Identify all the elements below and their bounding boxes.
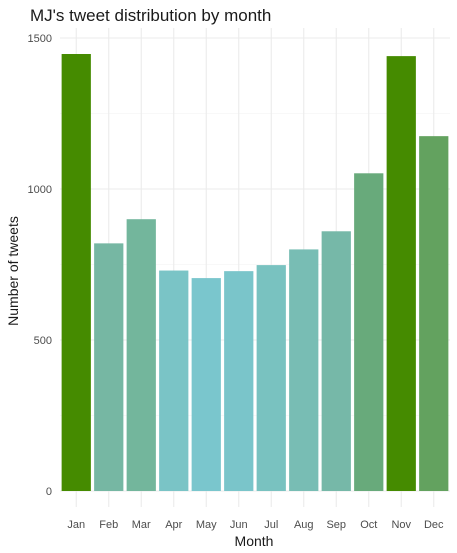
bar-feb — [94, 243, 124, 491]
y-axis-title: Number of tweets — [5, 216, 21, 326]
bar-nov — [386, 56, 416, 492]
chart-title: MJ's tweet distribution by month — [30, 6, 271, 25]
y-tick-label: 500 — [34, 335, 52, 347]
x-tick-label: Sep — [326, 519, 346, 531]
bar-apr — [159, 270, 189, 491]
x-tick-label: Aug — [294, 519, 314, 531]
bar-sep — [321, 231, 351, 491]
x-tick-label: Oct — [360, 519, 377, 531]
x-tick-label: Nov — [391, 519, 411, 531]
x-axis-title: Month — [235, 533, 274, 549]
bar-oct — [354, 173, 384, 491]
bar-may — [191, 278, 221, 491]
x-tick-label: Apr — [165, 519, 182, 531]
y-tick-label: 1500 — [28, 33, 52, 45]
x-tick-label: Dec — [424, 519, 444, 531]
x-tick-label: Jan — [67, 519, 85, 531]
bar-mar — [126, 219, 156, 491]
y-tick-label: 0 — [46, 486, 52, 498]
bar-aug — [289, 249, 319, 491]
x-tick-label: Jun — [230, 519, 248, 531]
y-tick-label: 1000 — [28, 184, 52, 196]
bar-jun — [224, 271, 254, 491]
x-tick-label: Jul — [264, 519, 278, 531]
x-tick-label: Feb — [99, 519, 118, 531]
bar-dec — [419, 136, 449, 491]
y-tick-labels: 0 500 1000 1500 — [28, 33, 52, 498]
x-tick-label: Mar — [132, 519, 151, 531]
x-tick-labels: Jan Feb Mar Apr May Jun Jul Aug Sep Oct Nov Dec — [67, 519, 444, 531]
bar-jul — [256, 265, 286, 491]
bar-jan — [61, 54, 91, 491]
bars — [61, 54, 449, 492]
x-tick-label: May — [196, 519, 217, 531]
